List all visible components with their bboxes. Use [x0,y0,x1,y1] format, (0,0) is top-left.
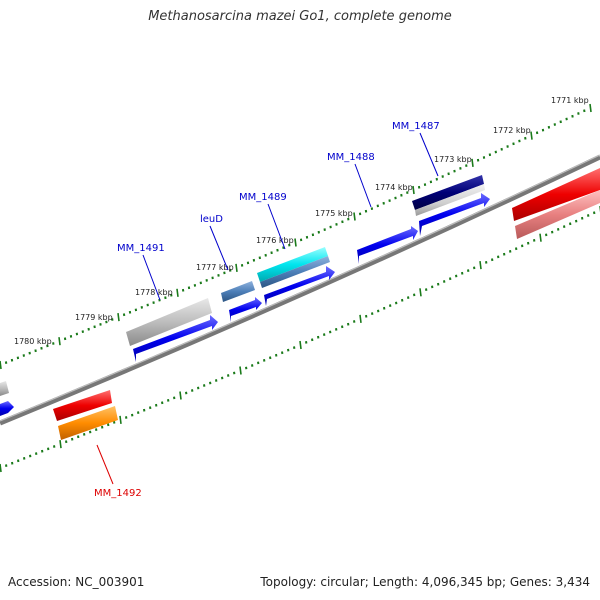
gene-feature-red-mm1492[interactable] [53,390,112,421]
gene-label-mm1489[interactable]: MM_1489 [239,192,287,203]
scale-label: 1780 kbp [14,337,52,346]
outer-scale-ticks [0,103,592,370]
major-tick [0,360,2,370]
gene-feature-blue[interactable] [133,315,218,362]
gene-feature-mm1487[interactable] [412,175,484,210]
major-tick [419,288,422,297]
gene-feature-mm1487-shadow [415,184,485,216]
gene-feature-leud[interactable] [221,281,255,302]
label-leader-line [419,132,439,177]
gene-label-mm1492[interactable]: MM_1492 [94,488,142,499]
scale-label: 1772 kbp [493,126,531,135]
label-leader-line [267,203,286,250]
gene-feature-mm1489[interactable] [257,247,328,282]
gene-feature-mm1488[interactable] [357,226,418,264]
major-tick [294,238,297,247]
label-leader-line [96,444,114,485]
major-tick [117,313,120,322]
major-tick [359,314,362,323]
major-tick [0,463,2,473]
major-tick [479,261,482,270]
major-tick [299,340,302,350]
genome-backbone-highlight [0,154,600,422]
major-tick [58,337,61,346]
gene-label-mm1491[interactable]: MM_1491 [117,243,165,254]
gene-feature-mm1489-lower [260,256,330,288]
scale-label: 1771 kbp [551,96,589,105]
gene-feature-pink-right[interactable] [515,190,600,239]
label-leader-line [354,163,372,208]
gene-feature-orange-mm1492[interactable] [58,406,118,440]
scale-label: 1773 kbp [434,155,472,164]
major-tick [530,131,533,140]
gene-feature-partial[interactable] [0,401,14,416]
inner-scale-ticks [0,206,600,473]
accession-text: Accession: NC_003901 [8,575,145,589]
major-tick [471,158,474,167]
major-tick [353,212,356,221]
map-title: Methanosarcina mazei Go1, complete genom… [148,9,452,24]
gene-label-mm1487[interactable]: MM_1487 [392,121,440,132]
major-tick [176,288,179,297]
major-tick [179,391,182,400]
genome-summary-text: Topology: circular; Length: 4,096,345 bp… [260,575,590,589]
gene-label-mm1488[interactable]: MM_1488 [327,152,375,163]
scale-label: 1774 kbp [375,183,413,192]
major-tick [59,440,62,449]
label-leader-line [209,225,229,271]
major-tick [539,233,542,242]
scale-label: 1779 kbp [75,313,113,322]
gene-feature-mm1491[interactable] [126,298,212,346]
major-tick [235,263,238,272]
gene-label-leud[interactable]: leuD [200,214,223,225]
label-leader-line [142,254,161,301]
major-tick [239,366,242,375]
scale-label: 1776 kbp [256,236,294,245]
gene-feature-blue[interactable] [264,266,335,306]
gene-feature-partial[interactable] [0,381,9,396]
gene-feature-blue[interactable] [229,297,262,322]
gene-feature-red-right[interactable] [512,168,600,221]
major-tick [412,185,415,195]
scale-label: 1778 kbp [135,288,173,297]
gene-feature-blue[interactable] [419,193,490,236]
major-tick [119,415,122,424]
scale-label: 1775 kbp [315,209,353,218]
genome-backbone [0,154,600,426]
scale-label: 1777 kbp [196,263,234,272]
major-tick [589,103,592,113]
